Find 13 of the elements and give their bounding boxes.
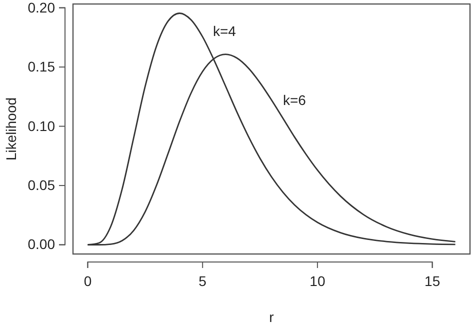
x-tick-label: 10 xyxy=(310,272,326,289)
x-tick-label: 0 xyxy=(84,272,92,289)
series-label: k=6 xyxy=(283,92,306,108)
y-tick-label: 0.00 xyxy=(28,236,56,252)
y-tick-label: 0.05 xyxy=(28,176,56,193)
series-label: k=4 xyxy=(213,23,236,39)
x-tick-label: 5 xyxy=(198,272,207,289)
y-tick-label: 0.10 xyxy=(28,118,56,134)
y-tick-label: 0.20 xyxy=(28,0,56,16)
x-axis-title: r xyxy=(269,309,274,325)
y-axis-title: Likelihood xyxy=(3,97,19,161)
y-tick-label: 0.15 xyxy=(28,58,56,75)
x-tick-label: 15 xyxy=(424,272,440,289)
